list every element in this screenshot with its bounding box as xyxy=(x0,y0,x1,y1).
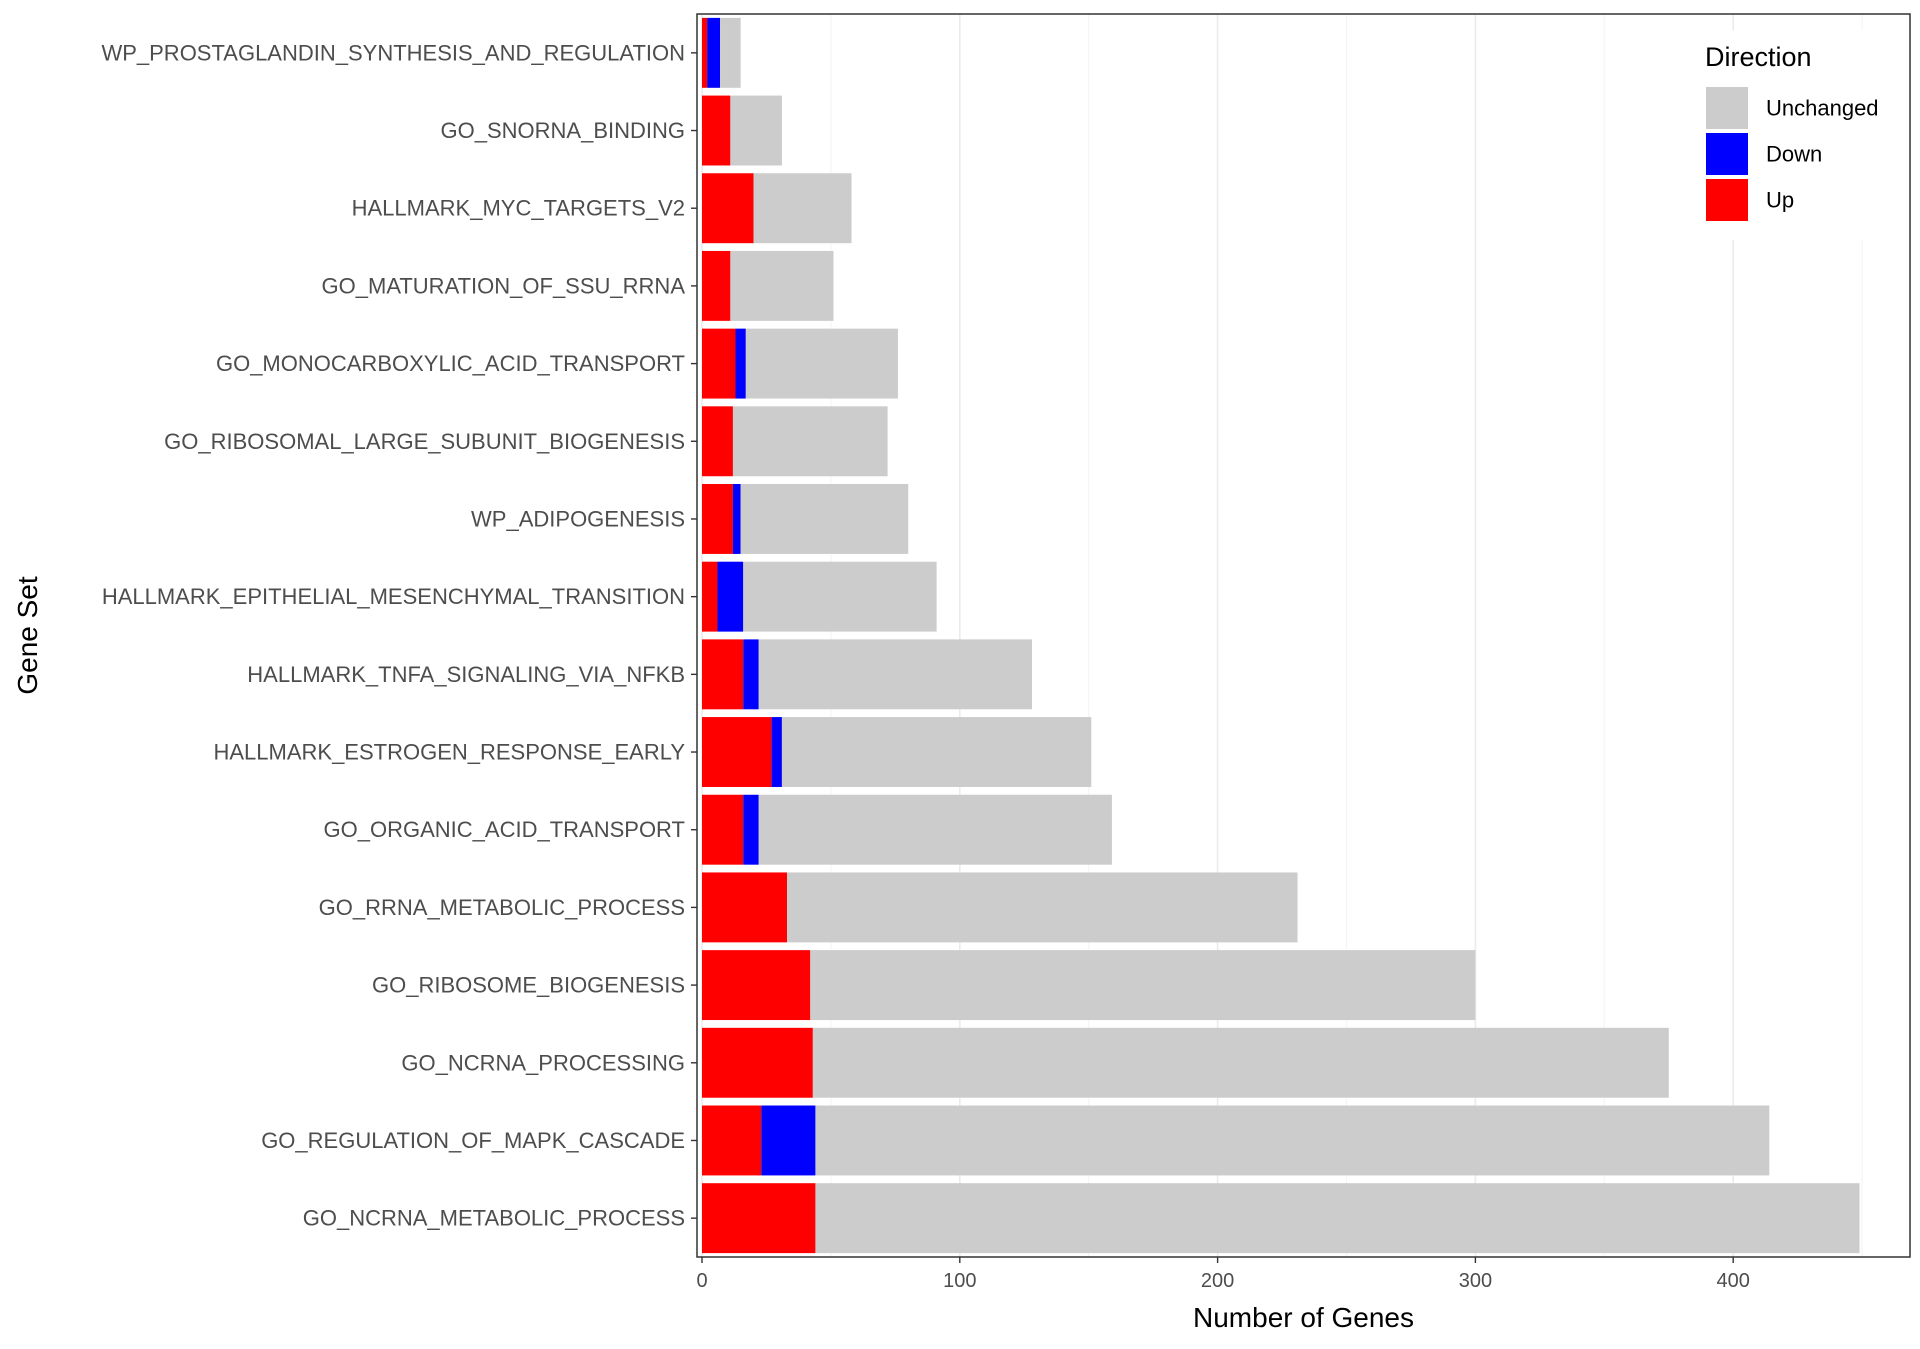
bar-unchanged xyxy=(753,173,852,244)
y-axis-title: Gene Set xyxy=(12,576,43,695)
bar-unchanged xyxy=(740,484,909,554)
y-tick-label: WP_PROSTAGLANDIN_SYNTHESIS_AND_REGULATIO… xyxy=(101,40,685,65)
bar-unchanged xyxy=(815,1105,1770,1176)
legend-label-up: Up xyxy=(1766,188,1794,213)
bar-up xyxy=(702,950,811,1021)
y-tick-label: WP_ADIPOGENESIS xyxy=(471,506,685,531)
bar-down xyxy=(743,639,759,710)
bar-up xyxy=(702,1105,762,1176)
x-tick-label: 0 xyxy=(696,1270,707,1292)
bar-unchanged xyxy=(732,406,888,477)
x-tick-label: 100 xyxy=(943,1270,976,1292)
legend-title: Direction xyxy=(1705,42,1812,72)
y-tick-label: GO_ORGANIC_ACID_TRANSPORT xyxy=(324,817,685,842)
bar-down xyxy=(707,17,721,88)
x-tick-label: 400 xyxy=(1717,1270,1750,1292)
bar-unchanged xyxy=(720,17,741,88)
bar-up xyxy=(702,173,754,244)
bar-unchanged xyxy=(758,794,1112,865)
y-tick-label: HALLMARK_TNFA_SIGNALING_VIA_NFKB xyxy=(247,662,685,687)
bar-up xyxy=(702,406,733,477)
bars-layer xyxy=(702,17,1860,1254)
bar-unchanged xyxy=(781,717,1092,787)
legend: Direction Unchanged Down Up xyxy=(1688,30,1894,240)
y-tick-label: HALLMARK_EPITHELIAL_MESENCHYMAL_TRANSITI… xyxy=(102,584,685,609)
bar-down xyxy=(717,561,744,632)
legend-items: Unchanged Down Up xyxy=(1706,87,1879,221)
x-axis-title: Number of Genes xyxy=(1193,1302,1414,1333)
y-tick-label: GO_MONOCARBOXYLIC_ACID_TRANSPORT xyxy=(216,351,685,376)
bar-up xyxy=(702,95,731,166)
panel-border xyxy=(696,13,1911,1258)
bar-down xyxy=(732,484,741,554)
bar-up xyxy=(702,794,744,865)
bar-down xyxy=(771,717,782,787)
bar-up xyxy=(702,328,736,399)
y-tick-label: HALLMARK_MYC_TARGETS_V2 xyxy=(352,196,685,221)
y-tick-label: GO_RIBOSOME_BIOGENESIS xyxy=(372,973,685,998)
bar-unchanged xyxy=(815,1183,1860,1254)
bar-unchanged xyxy=(743,561,937,632)
bar-up xyxy=(702,484,733,554)
y-tick-label: GO_RRNA_METABOLIC_PROCESS xyxy=(319,895,685,920)
bar-unchanged xyxy=(730,250,834,321)
bar-unchanged xyxy=(745,328,898,399)
bar-unchanged xyxy=(758,639,1032,710)
y-tick-label: GO_RIBOSOMAL_LARGE_SUBUNIT_BIOGENESIS xyxy=(164,429,685,454)
x-tick-label: 200 xyxy=(1201,1270,1234,1292)
bar-down xyxy=(743,794,759,865)
y-tick-label: GO_REGULATION_OF_MAPK_CASCADE xyxy=(261,1128,685,1153)
bar-up xyxy=(702,717,772,787)
bar-up xyxy=(702,561,718,632)
legend-swatch-up xyxy=(1706,179,1748,221)
y-tick-label: GO_NCRNA_PROCESSING xyxy=(401,1050,685,1075)
bar-unchanged xyxy=(810,950,1476,1021)
axis-layer: WP_PROSTAGLANDIN_SYNTHESIS_AND_REGULATIO… xyxy=(101,40,1749,1292)
legend-label-unchanged: Unchanged xyxy=(1766,96,1879,121)
y-tick-label: HALLMARK_ESTROGEN_RESPONSE_EARLY xyxy=(213,740,685,765)
bar-up xyxy=(702,250,731,321)
legend-label-down: Down xyxy=(1766,142,1822,167)
bar-unchanged xyxy=(787,872,1298,943)
y-tick-label: GO_SNORNA_BINDING xyxy=(441,118,686,143)
bar-up xyxy=(702,872,788,943)
bar-unchanged xyxy=(730,95,782,166)
legend-swatch-unchanged xyxy=(1706,87,1748,129)
bar-up xyxy=(702,17,708,88)
bar-unchanged xyxy=(812,1027,1669,1098)
bar-down xyxy=(735,328,746,399)
y-tick-label: GO_MATURATION_OF_SSU_RRNA xyxy=(322,273,686,298)
bar-up xyxy=(702,639,744,710)
y-tick-label: GO_NCRNA_METABOLIC_PROCESS xyxy=(303,1206,685,1231)
legend-swatch-down xyxy=(1706,133,1748,175)
bar-down xyxy=(761,1105,816,1176)
x-tick-label: 300 xyxy=(1459,1270,1492,1292)
bar-up xyxy=(702,1027,813,1098)
bar-up xyxy=(702,1183,816,1254)
